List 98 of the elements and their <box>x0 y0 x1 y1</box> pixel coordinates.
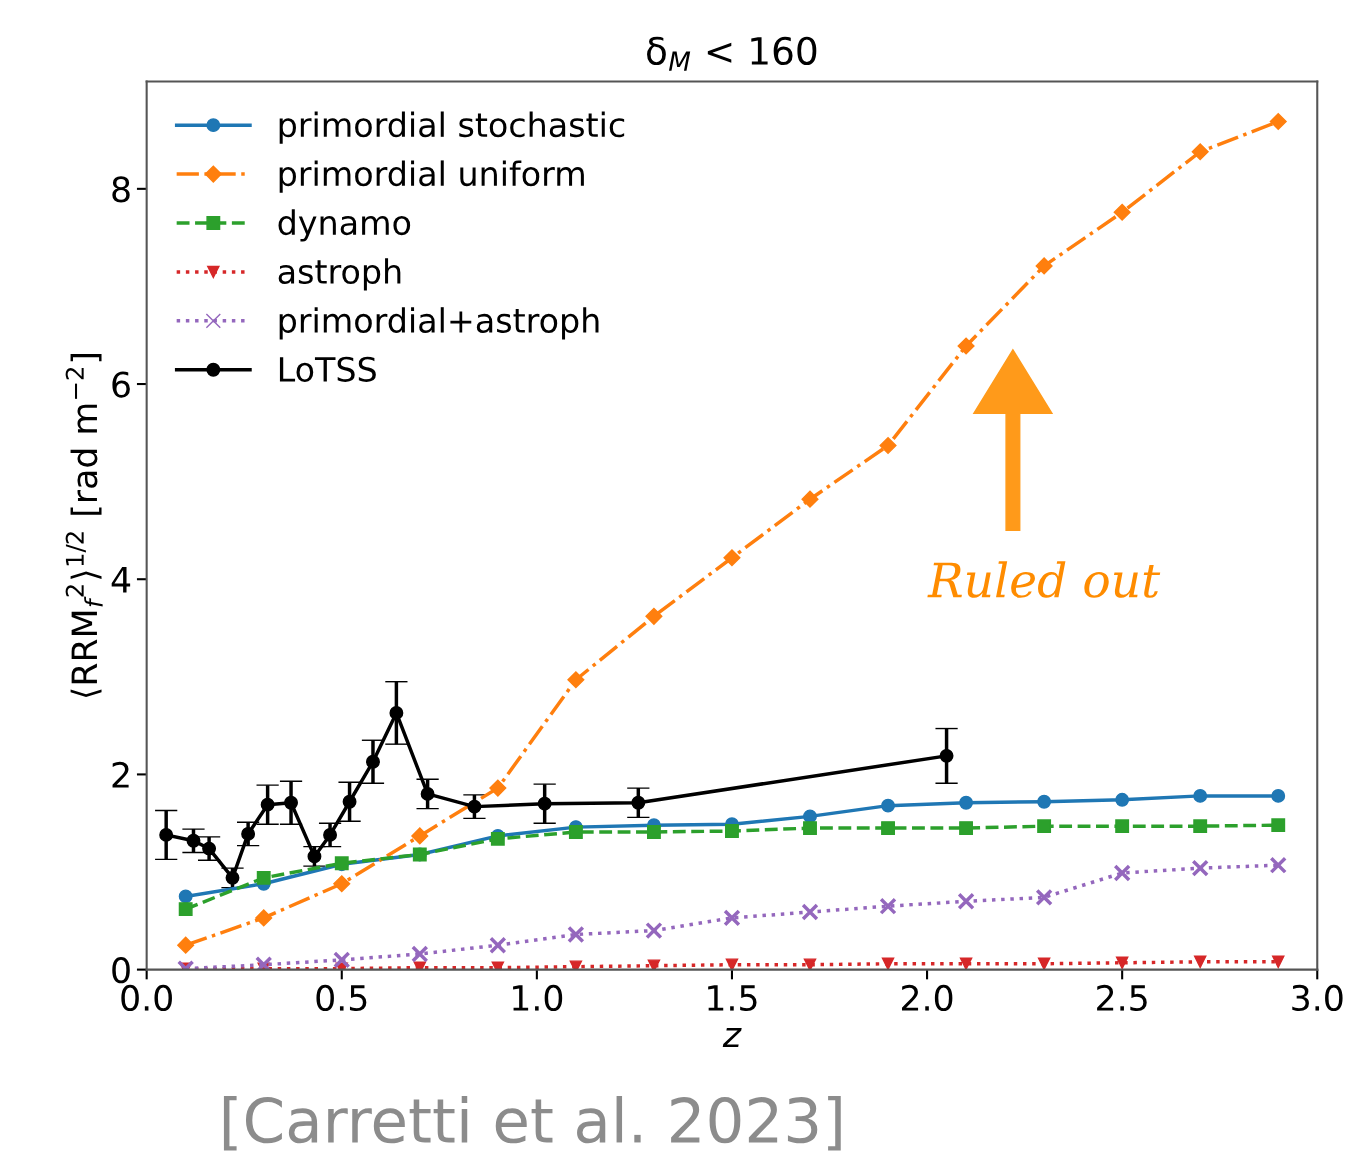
point <box>333 951 351 969</box>
point <box>177 936 195 954</box>
point <box>959 957 973 970</box>
point <box>1191 859 1209 877</box>
point <box>803 821 817 836</box>
x-tick-label: 2.5 <box>1097 984 1147 1012</box>
point <box>1037 957 1051 970</box>
x-tick-label: 3.0 <box>1292 984 1343 1012</box>
legend-label: dynamo <box>278 209 411 242</box>
point <box>323 827 338 842</box>
text: [Carretti et al. 2023] <box>223 1096 841 1151</box>
point <box>241 827 256 841</box>
y-tick-label: 0 <box>112 957 130 984</box>
x-tick-label: 1.5 <box>708 985 757 1012</box>
point <box>725 958 739 970</box>
point <box>645 921 663 940</box>
x-tick-label: 2.0 <box>902 984 953 1012</box>
point <box>1037 819 1052 834</box>
point <box>957 337 975 355</box>
point <box>342 794 357 809</box>
y-tick-label: 8 <box>112 176 130 203</box>
point <box>260 797 275 812</box>
point <box>801 903 819 921</box>
annotation: Ruled out <box>927 561 1161 598</box>
point <box>1269 112 1287 131</box>
point <box>537 796 552 811</box>
point <box>957 892 975 910</box>
point <box>420 786 435 801</box>
chart-title: δ$_{M}$ < 160 <box>647 36 817 71</box>
point <box>803 958 817 970</box>
point <box>1115 792 1130 807</box>
point <box>725 824 739 838</box>
point <box>567 671 585 689</box>
point <box>333 875 351 893</box>
point <box>801 490 819 508</box>
point <box>646 825 661 839</box>
point <box>645 607 663 625</box>
point <box>723 909 741 927</box>
point <box>255 956 273 970</box>
point <box>489 936 507 954</box>
point <box>159 827 174 842</box>
point <box>307 849 322 864</box>
point <box>178 889 193 904</box>
point <box>1113 864 1131 882</box>
point <box>1035 257 1053 275</box>
point <box>255 909 273 927</box>
point <box>959 821 974 836</box>
point <box>879 897 897 915</box>
x-tick-label: 0.5 <box>316 984 367 1012</box>
point <box>366 754 380 769</box>
point <box>1115 819 1130 834</box>
point <box>411 827 429 845</box>
x-axis-title: z <box>722 1027 742 1047</box>
point <box>569 960 583 970</box>
point <box>631 795 646 810</box>
point <box>284 795 298 810</box>
point <box>881 957 895 970</box>
point <box>411 945 429 963</box>
point <box>1113 203 1131 221</box>
y-axis-title: ⟨RRM$_{f}$$^{2}$⟩$^{1/2}$ [rad m$^{−2}$] <box>65 354 103 698</box>
point <box>1271 955 1285 969</box>
point <box>1193 788 1208 803</box>
point <box>959 795 974 810</box>
point <box>186 833 201 848</box>
point <box>1191 143 1209 161</box>
x-tick-label: 1.0 <box>513 984 563 1012</box>
point <box>881 798 895 813</box>
legend-label: astroph <box>278 258 401 291</box>
legend-label: LoTSS <box>279 356 376 382</box>
point <box>1115 956 1129 970</box>
point <box>1193 819 1208 834</box>
point <box>1271 788 1286 803</box>
point <box>256 870 271 885</box>
point <box>879 436 897 455</box>
point <box>1269 856 1287 874</box>
legend-label: primordial+astroph <box>279 307 599 340</box>
point <box>568 825 583 839</box>
point <box>939 748 954 763</box>
legend-label: primordial stochastic <box>279 111 625 144</box>
point <box>1035 888 1053 907</box>
x-tick-label: 0.0 <box>121 984 172 1012</box>
y-tick-label: 2 <box>112 761 129 788</box>
point <box>1037 794 1052 809</box>
y-tick-label: 6 <box>112 371 130 398</box>
y-tick-label: 4 <box>111 567 131 593</box>
point <box>881 821 895 836</box>
point <box>647 959 661 970</box>
point <box>1271 818 1286 833</box>
point <box>178 902 193 917</box>
legend-label: primordial uniform <box>279 160 584 193</box>
point <box>723 549 741 567</box>
point <box>1193 955 1207 969</box>
point <box>567 925 585 944</box>
point <box>467 799 482 814</box>
point <box>225 870 240 885</box>
point <box>389 705 404 720</box>
point <box>489 779 507 797</box>
point <box>202 841 217 856</box>
